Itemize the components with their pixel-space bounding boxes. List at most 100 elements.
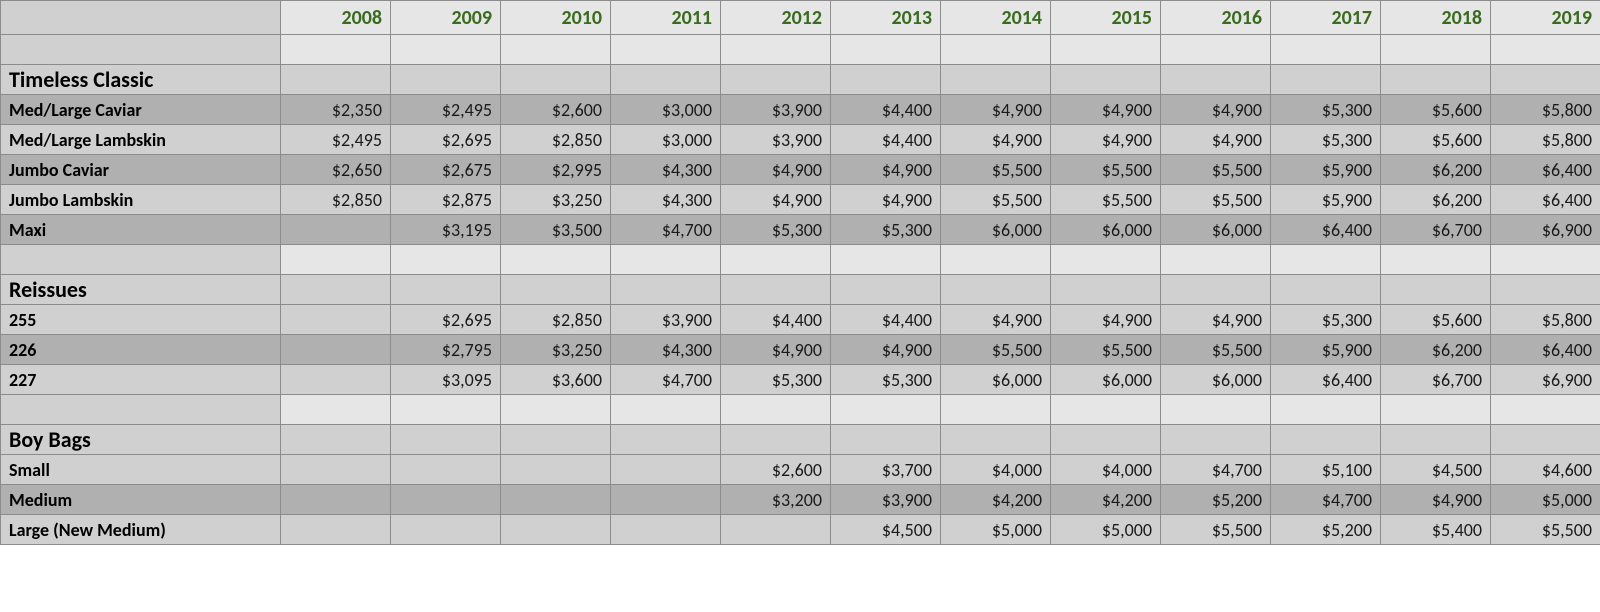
price-cell: $3,250 [501, 185, 611, 215]
price-cell: $5,900 [1271, 155, 1381, 185]
section-title: Boy Bags [1, 425, 281, 455]
year-header: 2019 [1491, 1, 1600, 35]
table-header: 2008 2009 2010 2011 2012 2013 2014 2015 … [1, 1, 1600, 35]
section-title: Reissues [1, 275, 281, 305]
price-cell [611, 515, 721, 545]
section-cell [391, 425, 501, 455]
price-cell: $2,995 [501, 155, 611, 185]
price-cell: $4,900 [941, 305, 1051, 335]
price-cell: $4,900 [1161, 125, 1271, 155]
price-cell: $5,000 [1051, 515, 1161, 545]
price-cell: $5,200 [1271, 515, 1381, 545]
table-body: Timeless ClassicMed/Large Caviar$2,350$2… [1, 35, 1600, 545]
price-cell: $5,300 [721, 365, 831, 395]
section-cell [941, 65, 1051, 95]
year-header: 2008 [281, 1, 391, 35]
price-cell [501, 485, 611, 515]
price-cell: $4,900 [1381, 485, 1491, 515]
price-cell: $4,900 [721, 335, 831, 365]
spacer-cell [831, 245, 941, 275]
price-cell: $5,800 [1491, 95, 1600, 125]
price-cell: $5,500 [1051, 335, 1161, 365]
price-cell: $4,300 [611, 185, 721, 215]
table-row: Jumbo Caviar$2,650$2,675$2,995$4,300$4,9… [1, 155, 1600, 185]
price-cell: $4,500 [1381, 455, 1491, 485]
spacer-cell [1161, 395, 1271, 425]
section-cell [1161, 65, 1271, 95]
section-cell [281, 425, 391, 455]
price-cell: $5,000 [1491, 485, 1600, 515]
spacer-cell [1, 245, 281, 275]
spacer-cell [941, 245, 1051, 275]
table-row: 227$3,095$3,600$4,700$5,300$5,300$6,000$… [1, 365, 1600, 395]
price-cell [501, 455, 611, 485]
price-cell: $4,500 [831, 515, 941, 545]
section-cell [721, 425, 831, 455]
price-cell: $4,400 [831, 305, 941, 335]
price-cell [721, 515, 831, 545]
spacer-cell [941, 395, 1051, 425]
price-cell: $5,200 [1161, 485, 1271, 515]
price-cell: $5,500 [941, 185, 1051, 215]
section-cell [1491, 275, 1600, 305]
section-cell [941, 425, 1051, 455]
spacer-cell [1491, 395, 1600, 425]
table-row: Medium$3,200$3,900$4,200$4,200$5,200$4,7… [1, 485, 1600, 515]
section-cell [611, 275, 721, 305]
price-cell [281, 515, 391, 545]
section-cell [1051, 65, 1161, 95]
price-cell: $5,500 [941, 335, 1051, 365]
price-cell: $4,400 [721, 305, 831, 335]
spacer-cell [1161, 245, 1271, 275]
section-cell [1271, 65, 1381, 95]
row-label: Jumbo Caviar [1, 155, 281, 185]
price-cell: $6,000 [941, 215, 1051, 245]
price-cell: $4,400 [831, 95, 941, 125]
price-cell: $6,700 [1381, 215, 1491, 245]
spacer-cell [391, 35, 501, 65]
price-cell: $3,900 [721, 95, 831, 125]
price-cell: $5,500 [1161, 515, 1271, 545]
price-cell: $4,700 [1161, 455, 1271, 485]
spacer-cell [501, 245, 611, 275]
row-label: Med/Large Caviar [1, 95, 281, 125]
price-cell: $6,200 [1381, 155, 1491, 185]
price-cell [281, 365, 391, 395]
price-cell: $5,500 [1051, 185, 1161, 215]
row-label: 227 [1, 365, 281, 395]
section-cell [1271, 275, 1381, 305]
price-cell: $6,000 [1161, 215, 1271, 245]
price-cell: $3,600 [501, 365, 611, 395]
price-cell: $4,600 [1491, 455, 1600, 485]
spacer-cell [281, 245, 391, 275]
price-cell: $6,200 [1381, 335, 1491, 365]
price-cell: $5,300 [1271, 95, 1381, 125]
price-cell: $6,200 [1381, 185, 1491, 215]
section-cell [941, 275, 1051, 305]
price-cell: $2,695 [391, 125, 501, 155]
section-cell [831, 275, 941, 305]
section-cell [831, 425, 941, 455]
price-cell: $3,500 [501, 215, 611, 245]
table-row: Small$2,600$3,700$4,000$4,000$4,700$5,10… [1, 455, 1600, 485]
spacer-cell [721, 245, 831, 275]
price-cell: $5,300 [721, 215, 831, 245]
spacer-cell [1381, 35, 1491, 65]
price-cell: $6,400 [1491, 185, 1600, 215]
price-cell: $5,500 [1161, 335, 1271, 365]
section-cell [281, 65, 391, 95]
price-cell: $2,600 [721, 455, 831, 485]
section-cell [611, 65, 721, 95]
table-row: Jumbo Lambskin$2,850$2,875$3,250$4,300$4… [1, 185, 1600, 215]
price-cell: $4,200 [1051, 485, 1161, 515]
spacer-cell [611, 395, 721, 425]
spacer-cell [1271, 35, 1381, 65]
year-header: 2012 [721, 1, 831, 35]
price-cell: $3,900 [831, 485, 941, 515]
section-cell [281, 275, 391, 305]
spacer-cell [1161, 35, 1271, 65]
section-cell [391, 65, 501, 95]
spacer-row [1, 245, 1600, 275]
price-cell: $4,000 [941, 455, 1051, 485]
price-cell: $4,300 [611, 335, 721, 365]
